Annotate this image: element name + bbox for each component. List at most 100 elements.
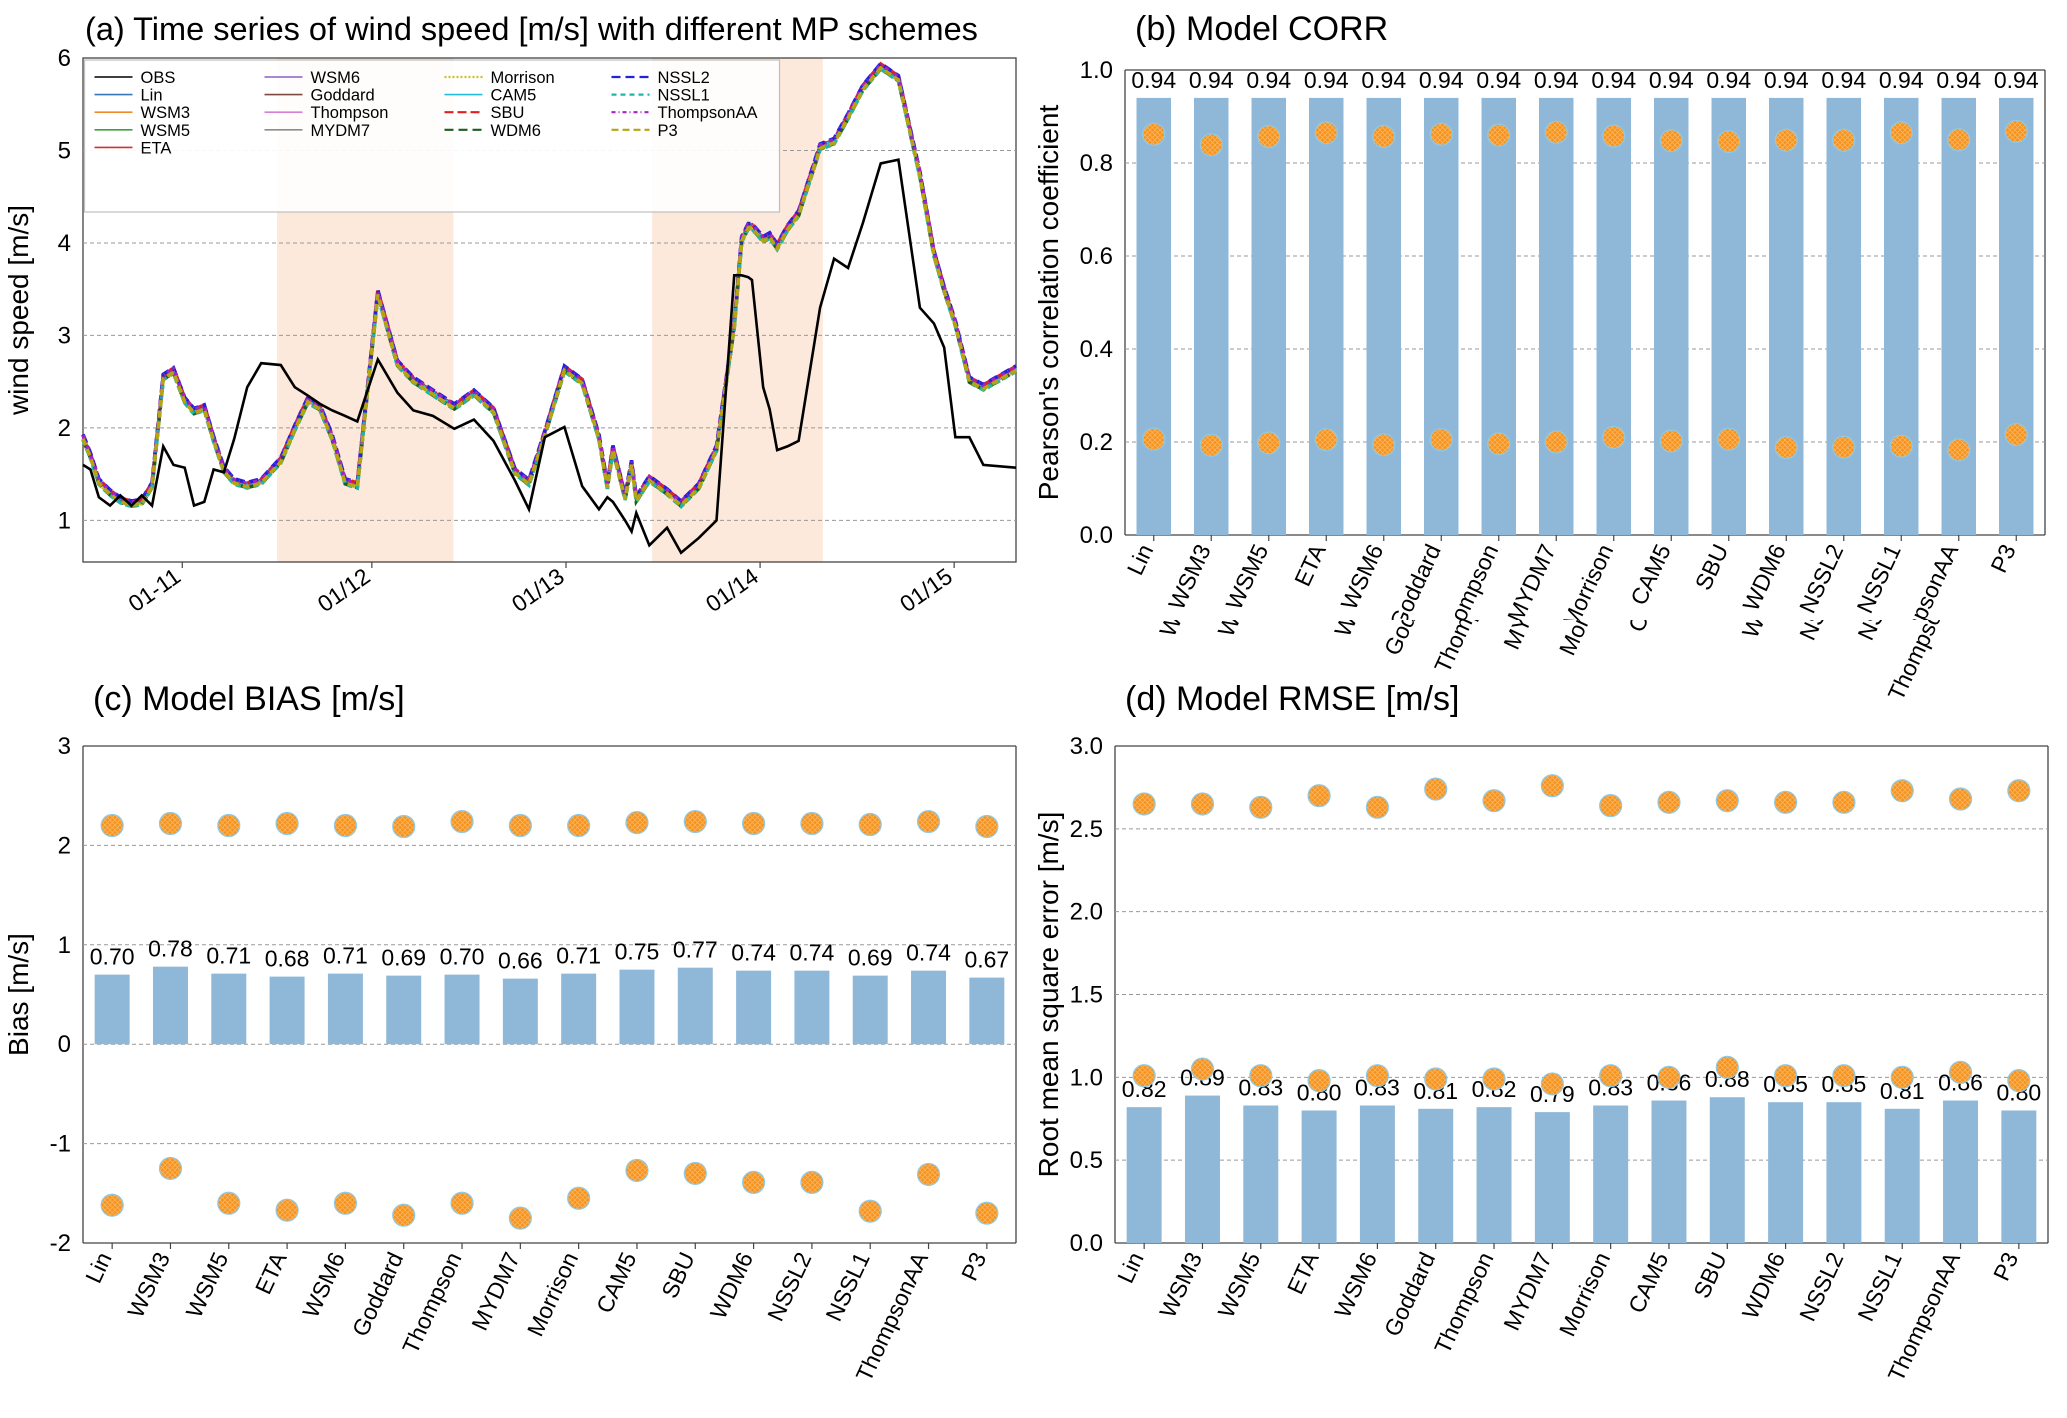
svg-text:ThompsonAA: ThompsonAA: [1883, 620, 1966, 704]
svg-text:Bias [m/s]: Bias [m/s]: [3, 933, 34, 1056]
svg-text:WSM5: WSM5: [1221, 540, 1274, 614]
svg-text:ETA: ETA: [141, 139, 172, 157]
svg-text:0.5: 0.5: [1070, 1147, 1103, 1174]
svg-text:0.94: 0.94: [1246, 67, 1291, 93]
svg-text:0.67: 0.67: [964, 947, 1009, 973]
svg-text:Morrison: Morrison: [1554, 620, 1615, 659]
svg-text:0.70: 0.70: [90, 944, 135, 970]
svg-text:MYDM7: MYDM7: [1498, 620, 1557, 653]
svg-text:P3: P3: [658, 122, 678, 140]
svg-text:P3: P3: [1988, 1248, 2023, 1284]
svg-text:2: 2: [58, 832, 71, 859]
svg-text:Pearson's correlation coeffici: Pearson's correlation coefficient: [1033, 105, 1064, 501]
svg-text:0.74: 0.74: [790, 940, 835, 966]
svg-text:WDM6: WDM6: [1737, 1248, 1790, 1323]
svg-text:0.77: 0.77: [673, 937, 718, 963]
svg-text:0.75: 0.75: [615, 939, 660, 965]
svg-text:SBU: SBU: [491, 104, 525, 122]
svg-text:Lin: Lin: [1122, 540, 1159, 579]
svg-text:CAM5: CAM5: [591, 1248, 642, 1317]
svg-text:0.71: 0.71: [556, 943, 601, 969]
svg-text:WDM6: WDM6: [491, 122, 541, 140]
svg-text:0.8: 0.8: [1080, 150, 1113, 177]
svg-text:Thompson: Thompson: [397, 1248, 466, 1357]
svg-text:01/12: 01/12: [313, 563, 375, 617]
svg-text:0.94: 0.94: [1131, 67, 1176, 93]
svg-text:1.0: 1.0: [1070, 1064, 1103, 1091]
svg-text:0.70: 0.70: [440, 944, 485, 970]
svg-text:WSM6: WSM6: [311, 69, 361, 87]
svg-text:P3: P3: [1985, 540, 2020, 576]
svg-text:0.94: 0.94: [1591, 67, 1636, 93]
svg-text:P3: P3: [956, 1248, 991, 1284]
svg-text:Goddard: Goddard: [311, 87, 375, 105]
svg-text:NSSL1: NSSL1: [1852, 1248, 1906, 1325]
svg-text:0.94: 0.94: [1361, 67, 1406, 93]
svg-text:MYDM7: MYDM7: [466, 1248, 525, 1334]
svg-text:Lin: Lin: [1112, 1248, 1149, 1287]
svg-text:0.94: 0.94: [1649, 67, 1694, 93]
svg-text:Thompson: Thompson: [1429, 1248, 1498, 1357]
svg-text:WSM5: WSM5: [1213, 1248, 1266, 1322]
svg-text:Thompson: Thompson: [1429, 620, 1498, 677]
svg-text:01/14: 01/14: [701, 563, 763, 617]
svg-text:-1: -1: [50, 1131, 71, 1158]
svg-text:WSM3: WSM3: [1154, 620, 1207, 641]
svg-text:Lin: Lin: [141, 87, 163, 105]
svg-text:OBS: OBS: [141, 69, 176, 87]
svg-text:(d) Model RMSE [m/s]: (d) Model RMSE [m/s]: [1125, 680, 1459, 718]
svg-text:NSSL2: NSSL2: [658, 69, 710, 87]
svg-text:Goddard: Goddard: [1379, 1248, 1440, 1340]
svg-text:NSSL2: NSSL2: [1794, 1248, 1848, 1325]
svg-text:NSSL2: NSSL2: [1794, 620, 1848, 644]
svg-text:0: 0: [58, 1031, 71, 1058]
svg-text:0.94: 0.94: [1936, 67, 1981, 93]
svg-text:Root mean square error [m/s]: Root mean square error [m/s]: [1033, 812, 1064, 1178]
svg-text:WDM6: WDM6: [1737, 620, 1790, 642]
svg-text:SBU: SBU: [656, 1248, 700, 1302]
svg-text:WSM5: WSM5: [181, 1248, 234, 1322]
svg-text:0.69: 0.69: [848, 945, 893, 971]
svg-text:3: 3: [58, 733, 71, 760]
svg-text:WSM3: WSM3: [141, 104, 191, 122]
svg-text:Morrison: Morrison: [1557, 540, 1618, 620]
svg-text:WDM6: WDM6: [705, 1248, 758, 1323]
svg-text:Goddard: Goddard: [1379, 620, 1440, 659]
svg-text:WSM6: WSM6: [1329, 1248, 1382, 1322]
svg-text:ETA: ETA: [1289, 540, 1331, 591]
svg-text:NSSL1: NSSL1: [1851, 540, 1905, 617]
svg-text:ThompsonAA: ThompsonAA: [658, 104, 758, 122]
svg-text:(c) Model BIAS [m/s]: (c) Model BIAS [m/s]: [93, 680, 405, 718]
svg-text:3: 3: [58, 322, 71, 349]
svg-text:0.94: 0.94: [1534, 67, 1579, 93]
svg-text:0.68: 0.68: [265, 946, 310, 972]
svg-text:0.94: 0.94: [1189, 67, 1234, 93]
svg-text:0.94: 0.94: [1419, 67, 1464, 93]
svg-text:1: 1: [58, 507, 71, 534]
svg-text:WSM6: WSM6: [1329, 620, 1382, 641]
svg-text:01-11: 01-11: [123, 563, 185, 617]
svg-text:Goddard: Goddard: [1384, 540, 1445, 620]
svg-text:0.71: 0.71: [323, 943, 368, 969]
svg-text:0.74: 0.74: [906, 940, 951, 966]
svg-text:2: 2: [58, 415, 71, 442]
svg-text:CAM5: CAM5: [1623, 620, 1674, 636]
svg-text:6: 6: [58, 45, 71, 72]
svg-text:WSM3: WSM3: [122, 1248, 175, 1322]
svg-text:2.5: 2.5: [1070, 816, 1103, 843]
svg-text:Morrison: Morrison: [491, 69, 555, 87]
svg-text:Morrison: Morrison: [522, 1248, 583, 1340]
svg-text:NSSL1: NSSL1: [820, 1248, 874, 1325]
svg-text:01/15: 01/15: [895, 563, 957, 617]
svg-text:0.71: 0.71: [206, 943, 251, 969]
svg-text:0.6: 0.6: [1080, 243, 1113, 270]
svg-text:01/13: 01/13: [507, 563, 569, 617]
svg-text:(a) Time series of wind speed: (a) Time series of wind speed [m/s] with…: [85, 11, 978, 47]
svg-text:1: 1: [58, 932, 71, 959]
svg-text:Morrison: Morrison: [1554, 1248, 1615, 1340]
svg-text:SBU: SBU: [1690, 540, 1734, 594]
svg-text:CAM5: CAM5: [491, 87, 537, 105]
svg-text:0.94: 0.94: [1994, 67, 2039, 93]
svg-text:NSSL1: NSSL1: [658, 87, 710, 105]
svg-text:WSM5: WSM5: [1213, 620, 1266, 641]
